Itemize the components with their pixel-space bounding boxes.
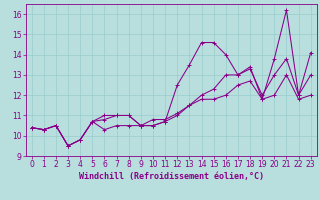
X-axis label: Windchill (Refroidissement éolien,°C): Windchill (Refroidissement éolien,°C) [79,172,264,181]
